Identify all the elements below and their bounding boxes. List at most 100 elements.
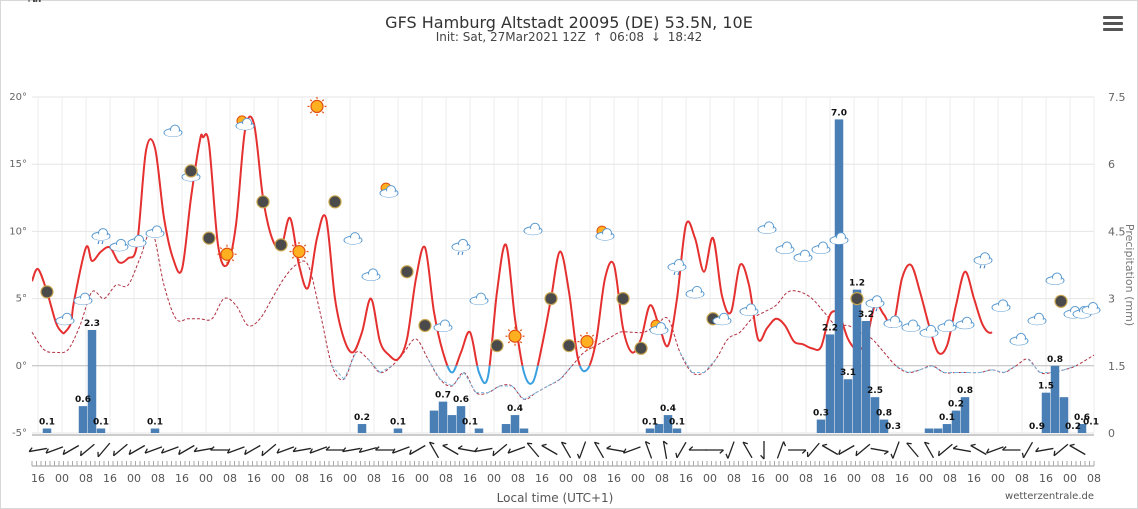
precip-bar [510, 415, 520, 433]
day-date: Apr 1 [27, 0, 57, 3]
cloud-fill [669, 265, 685, 271]
wind-barb [160, 446, 179, 454]
day-date: Apr 11 [28, 0, 65, 3]
wind-feather [409, 449, 412, 455]
wind-feather [375, 446, 380, 451]
wind-barb [292, 447, 311, 453]
precip-bar [825, 334, 835, 433]
cloud-icon [919, 324, 939, 338]
sunrise-icon: ↑ [592, 30, 603, 44]
dewpoint-cold-segment [547, 378, 561, 387]
day-name: Thu [0, 0, 23, 3]
moon-icon [1054, 294, 1068, 308]
moon-icon [274, 238, 288, 252]
wind-feather [276, 448, 280, 454]
wind-shaft [144, 446, 163, 454]
hour-tick-label: 00 [487, 472, 501, 485]
right-tick-label: 4.5 [1108, 225, 1126, 238]
moon-disc [490, 339, 504, 353]
sun-icon [289, 242, 309, 262]
cloud-fill [813, 247, 829, 254]
moon-disc [616, 292, 630, 306]
precip-bar [501, 424, 511, 433]
dewpoint-cold-segment [463, 372, 477, 393]
hour-tick-label: 00 [775, 472, 789, 485]
hamburger-menu-icon[interactable] [1103, 16, 1123, 32]
hour-tick-label: 00 [847, 472, 861, 485]
day-name: Tue [0, 0, 22, 3]
wind-shaft [1022, 441, 1034, 459]
precip-label: 0.4 [660, 404, 676, 414]
precip-bar [654, 424, 664, 433]
dewpoint-cold-segment [427, 358, 441, 380]
cloud-rain-icon [829, 232, 849, 249]
wind-shaft [838, 444, 855, 456]
day-name: Sun [0, 0, 24, 3]
sunset-icon: ↓ [650, 30, 661, 44]
day-date: Apr 2 [20, 0, 50, 3]
hour-tick-label: 16 [391, 472, 405, 485]
rain-drop [979, 265, 982, 269]
cloud-icon [361, 268, 381, 281]
wind-feather [79, 450, 82, 456]
wind-shaft [938, 443, 953, 457]
wind-barb [325, 446, 344, 451]
weather-icons [40, 96, 1101, 355]
cloud-fill [165, 130, 181, 137]
wind-shaft [892, 441, 900, 459]
dewpoint-cold-segment [535, 385, 549, 394]
precip-label: 1.5 [1038, 382, 1054, 392]
sun-ray [291, 244, 295, 247]
day-date: Apr 4 [28, 0, 58, 3]
wind-barb [79, 443, 95, 457]
wind-shaft [986, 446, 1004, 454]
wind-shaft [80, 443, 95, 457]
wind-barb [28, 447, 47, 453]
cloud-fill [129, 240, 145, 247]
wind-shaft [492, 443, 508, 457]
wind-shaft [526, 442, 540, 458]
hour-tick-label: 16 [607, 472, 621, 485]
sun-ray [321, 99, 325, 102]
day-label: Wed Mar 31 [0, 0, 69, 3]
precip-label: 1.2 [849, 279, 865, 289]
wind-shaft [392, 446, 410, 454]
dewpoint-cold-segment [1063, 365, 1077, 371]
dewpoint-cold-segment [367, 358, 381, 373]
wind-feather [226, 448, 231, 454]
cloud-icon [73, 292, 93, 306]
wind-barb [128, 444, 146, 456]
wind-feather [391, 448, 396, 454]
moon-icon [616, 292, 630, 306]
cloud-fill [741, 309, 757, 316]
wind-shaft [194, 447, 212, 453]
day-name: Fri [0, 0, 16, 3]
cloud-fill [714, 318, 730, 325]
cloud-icon [1045, 272, 1065, 285]
hour-tick-label: 00 [919, 472, 933, 485]
wind-feather [527, 442, 533, 445]
wind-barb [62, 444, 80, 456]
wind-feather [1002, 446, 1007, 451]
hour-tick-label: 00 [199, 472, 213, 485]
precip-label: 0.8 [876, 409, 892, 419]
precip-bar [861, 321, 871, 433]
precip-label: 0.2 [354, 413, 370, 423]
sun-icon [577, 332, 597, 352]
wind-barb [409, 444, 426, 456]
sun-ray [231, 247, 235, 250]
day-date: Mar 29 [30, 0, 68, 3]
hour-tick-label: 00 [631, 472, 645, 485]
cloud-fill [687, 291, 703, 298]
dewpoint-cold-segment [331, 365, 345, 380]
rain-drop [461, 251, 464, 255]
precip-bar [663, 415, 673, 433]
dewpoint-cold-segment [907, 369, 921, 374]
cloud-fill [1029, 318, 1045, 325]
precip-bar [96, 428, 106, 433]
precip-label: 0.1 [390, 418, 406, 428]
dewpoint-series [31, 230, 1095, 401]
wind-feather [442, 443, 448, 447]
wind-shaft [458, 447, 476, 453]
moon-icon [634, 341, 648, 355]
